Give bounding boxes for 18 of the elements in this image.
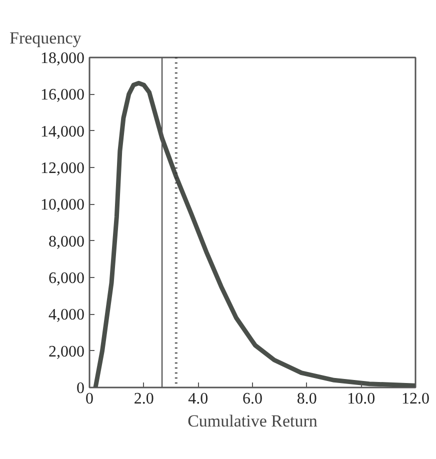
y-tick-label: 2,000 [48, 343, 84, 360]
y-tick-label: 0 [76, 380, 84, 397]
y-tick-label: 18,000 [40, 50, 84, 67]
y-tick-label: 6,000 [48, 270, 84, 287]
y-tick-label: 14,000 [40, 123, 84, 140]
x-tick-label: 6.0 [242, 390, 262, 408]
x-tick-label: 8.0 [296, 390, 317, 408]
y-tick-label: 16,000 [40, 86, 84, 104]
x-tick-label: 12.0 [402, 390, 430, 408]
y-tick-label: 8,000 [48, 233, 84, 250]
y-tick-label: 4,000 [48, 306, 84, 324]
x-axis-title: Cumulative Return [188, 412, 318, 430]
x-tick-label: 2.0 [134, 390, 154, 408]
y-tick-label: 12,000 [40, 160, 84, 177]
x-tick-label: 4.0 [188, 390, 208, 408]
y-axis-title: Frequency [10, 28, 82, 48]
y-tick-label: 10,000 [40, 196, 84, 214]
x-tick-label: 10.0 [347, 390, 376, 408]
